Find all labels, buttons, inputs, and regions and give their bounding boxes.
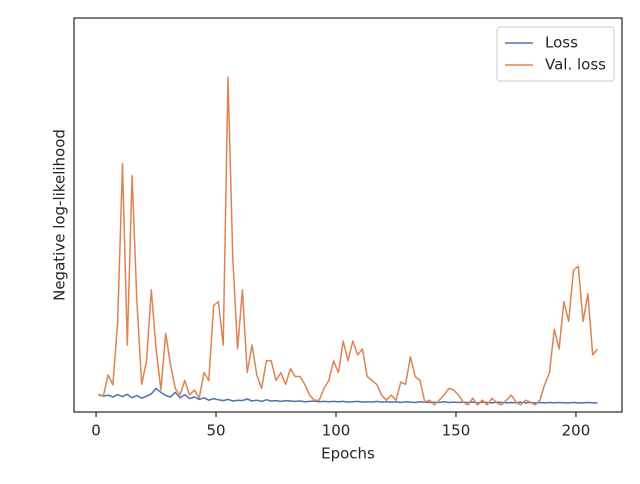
x-tick-label: 50 [206, 422, 225, 440]
series-line [98, 387, 598, 404]
x-axis-label: Epochs [321, 445, 375, 463]
legend-label: Loss [545, 34, 578, 52]
legend-label: Val. loss [545, 56, 606, 74]
x-tick-label: 200 [562, 422, 591, 440]
x-tick-label: 100 [322, 422, 351, 440]
y-axis-label: Negative log-likelihood [51, 129, 69, 301]
x-tick-label: 0 [91, 422, 101, 440]
x-tick-label: 150 [442, 422, 471, 440]
legend-box [496, 26, 615, 82]
plot-frame [73, 17, 623, 413]
series-line [98, 76, 599, 406]
